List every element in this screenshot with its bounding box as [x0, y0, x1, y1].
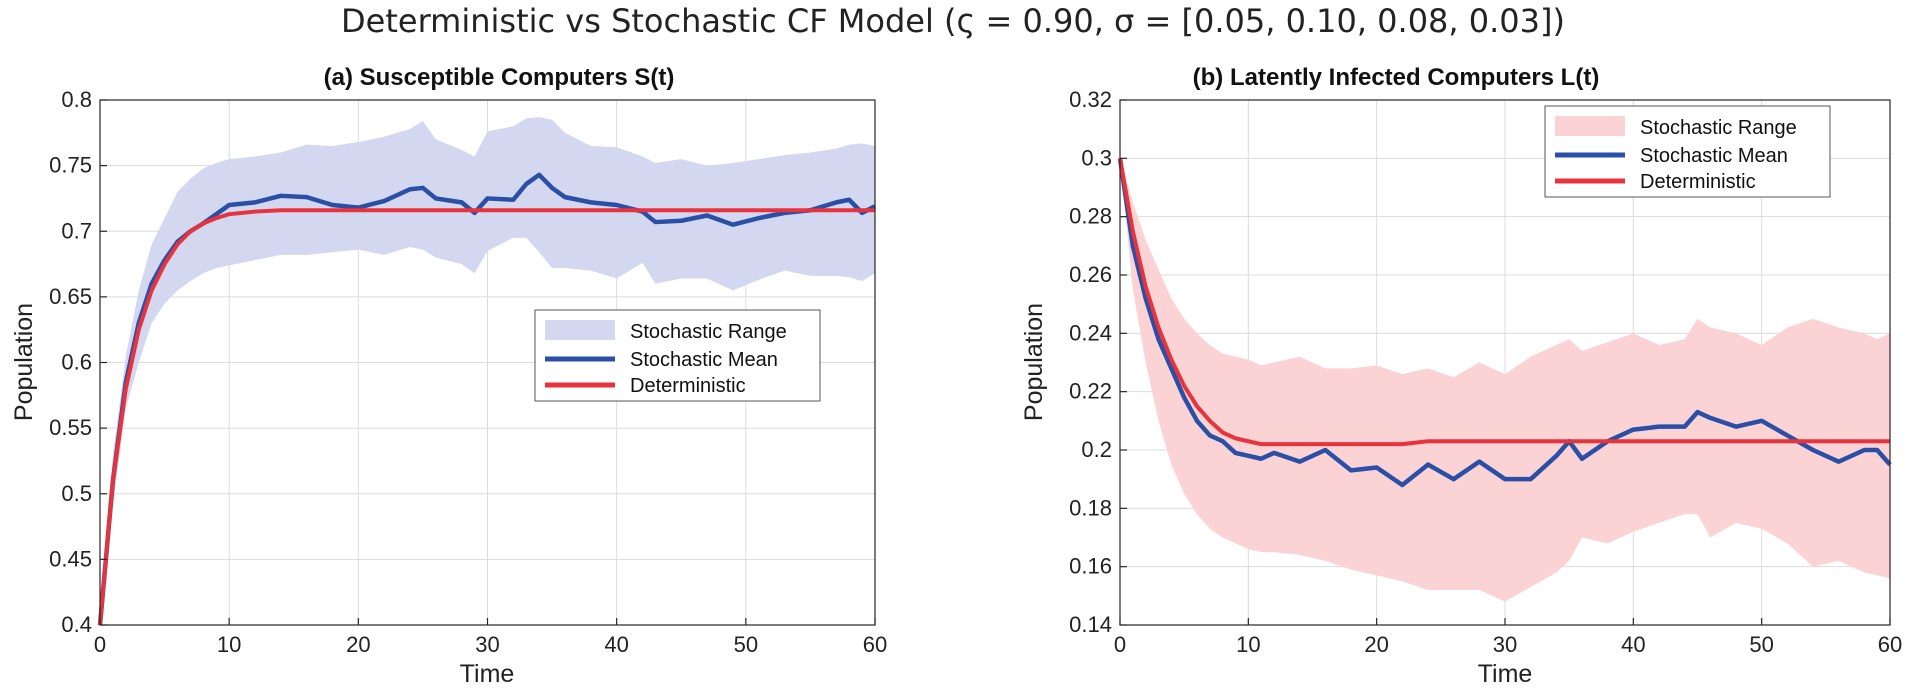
panel-b-ytick-label: 0.2 [1081, 437, 1112, 462]
panel-b-xtick-label: 50 [1749, 632, 1773, 657]
panel-a-xtick-label: 60 [863, 632, 887, 657]
panel-a-ytick-label: 0.5 [61, 481, 92, 506]
panel-b-deterministic-line [1118, 157, 1890, 447]
panel-a-ytick-label: 0.7 [61, 218, 92, 243]
panel-b-ytick-label: 0.22 [1069, 379, 1112, 404]
panel-b-legend-mean-label: Stochastic Mean [1640, 145, 1788, 167]
panel-a-ytick-label: 0.55 [49, 415, 92, 440]
panel-b-latently-infected: (b) Latently Infected Computers L(t) 0 10… [1020, 64, 1902, 688]
panel-a-xtick-label: 40 [604, 632, 628, 657]
panel-a-legend-mean-label: Stochastic Mean [630, 349, 778, 371]
panel-a-ytick-label: 0.6 [61, 350, 92, 375]
panel-b-y-label: Population [1020, 303, 1048, 421]
panel-a-y-label: Population [10, 303, 38, 421]
panel-b-ytick-label: 0.28 [1069, 204, 1112, 229]
panel-a-ytick-label: 0.65 [49, 284, 92, 309]
panel-b-ytick-label: 0.18 [1069, 495, 1112, 520]
panel-a-x-label: Time [460, 660, 515, 688]
panel-a-ytick-label: 0.8 [61, 87, 92, 112]
panel-a-stochastic-range-band [100, 117, 875, 625]
panel-b-legend-det-label: Deterministic [1640, 171, 1756, 193]
panel-b-xtick-label: 10 [1236, 632, 1260, 657]
panel-b-ytick-label: 0.24 [1069, 320, 1112, 345]
panel-a-legend-range-swatch [545, 320, 615, 340]
panel-b-ytick-label: 0.26 [1069, 262, 1112, 287]
panel-a-title: (a) Susceptible Computers S(t) [324, 64, 675, 91]
panel-a-xtick-label: 20 [346, 632, 370, 657]
panel-a-legend-range-label: Stochastic Range [630, 321, 787, 343]
panel-a-xtick-label: 0 [94, 632, 106, 657]
panel-b-ytick-label: 0.3 [1081, 145, 1112, 170]
panel-a-deterministic-line [98, 208, 875, 626]
panel-b-legend-range-swatch [1555, 116, 1625, 136]
panel-b-legend-range-label: Stochastic Range [1640, 117, 1797, 139]
panel-b-x-label: Time [1478, 660, 1533, 688]
panel-b-ytick-label: 0.32 [1069, 87, 1112, 112]
panel-a-ytick-label: 0.45 [49, 546, 92, 571]
panel-b-xtick-label: 40 [1621, 632, 1645, 657]
panel-b-xtick-label: 20 [1364, 632, 1388, 657]
panel-b-stochastic-range-band [1120, 158, 1890, 602]
panel-a-xtick-label: 10 [217, 632, 241, 657]
panel-b-ytick-label: 0.16 [1069, 554, 1112, 579]
panel-a-ytick-label: 0.4 [61, 612, 92, 637]
panel-a-susceptible: (a) Susceptible Computers S(t) 0 10 20 30 40… [10, 64, 887, 688]
panel-b-title: (b) Latently Infected Computers L(t) [1193, 64, 1600, 91]
panel-a-ytick-label: 0.75 [49, 153, 92, 178]
figure-title: Deterministic vs Stochastic CF Model (ς … [341, 2, 1565, 40]
panel-b-ytick-label: 0.14 [1069, 612, 1112, 637]
panel-a-legend: Stochastic Range Stochastic Mean Determi… [534, 309, 821, 402]
panel-a-xtick-label: 50 [734, 632, 758, 657]
panel-a-legend-det-label: Deterministic [630, 375, 746, 397]
panel-b-stochastic-mean-line [1117, 158, 1892, 488]
panel-b-xtick-label: 0 [1114, 632, 1126, 657]
panel-a-xtick-label: 30 [475, 632, 499, 657]
panel-b-xtick-label: 30 [1493, 632, 1517, 657]
panel-b-legend: Stochastic Range Stochastic Mean Determi… [1544, 105, 1831, 198]
panel-b-xtick-label: 60 [1878, 632, 1902, 657]
